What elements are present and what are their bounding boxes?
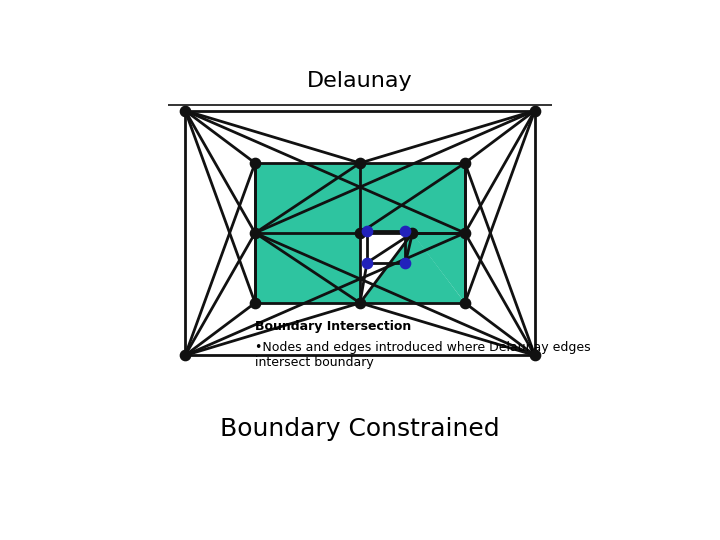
Polygon shape [255,163,360,233]
Point [459,159,471,167]
Point [179,106,191,115]
Text: Boundary Intersection: Boundary Intersection [255,320,411,333]
Point [249,299,261,307]
Polygon shape [360,163,465,233]
Point [400,227,411,235]
Point [354,159,366,167]
Text: Boundary Constrained: Boundary Constrained [220,417,500,441]
Point [529,351,541,360]
Point [354,299,366,307]
Point [400,258,411,267]
Point [407,228,418,237]
Polygon shape [255,233,360,303]
Polygon shape [255,163,360,233]
Polygon shape [360,163,465,233]
Point [459,299,471,307]
Text: •Nodes and edges introduced where Delaunay edges
intersect boundary: •Nodes and edges introduced where Delaun… [255,341,590,369]
Point [529,106,541,115]
Point [459,228,471,237]
Point [179,351,191,360]
Text: Delaunay: Delaunay [307,71,413,91]
Point [249,228,261,237]
Polygon shape [413,233,465,303]
Point [361,258,373,267]
Point [361,227,373,235]
Point [249,159,261,167]
Polygon shape [360,233,465,303]
Polygon shape [255,233,360,303]
Point [354,228,366,237]
